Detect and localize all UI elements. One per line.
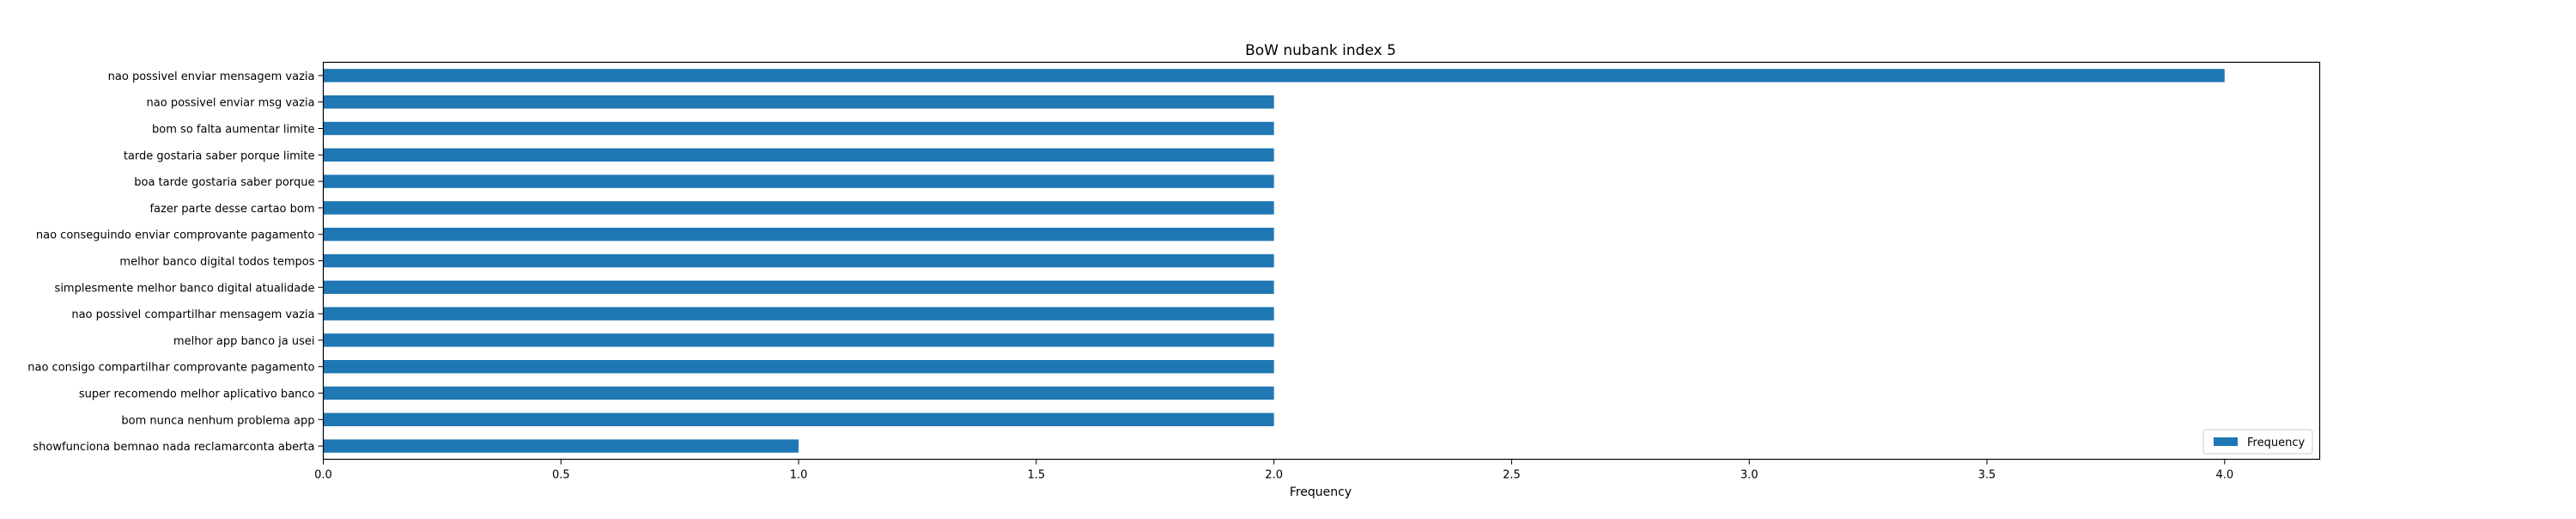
legend-swatch [2214, 437, 2238, 446]
x-tick-label: 4.0 [2215, 469, 2233, 482]
bar [323, 333, 1274, 347]
x-tick-label: 1.0 [790, 469, 808, 482]
y-tick-label: bom nunca nenhum problema app [121, 414, 314, 427]
y-tick-label: nao conseguindo enviar comprovante pagam… [36, 229, 315, 242]
y-tick-label: nao possivel enviar mensagem vazia [108, 70, 315, 83]
bar [323, 307, 1274, 321]
legend-box [2202, 429, 2313, 455]
y-tick-label: fazer parte desse cartao bom [149, 203, 314, 216]
plot-frame [322, 61, 2321, 461]
y-tick-label: super recomendo melhor aplicativo banco [79, 388, 315, 401]
y-tick-label: tarde gostaria saber porque limite [124, 150, 315, 162]
x-tick-label: 1.5 [1028, 469, 1046, 482]
x-tick-label: 0.5 [552, 469, 570, 482]
bar [323, 360, 1274, 374]
x-axis-ticks: 0.0 0.5 1.0 1.5 2.0 2.5 3.0 3.5 4.0 [314, 459, 2233, 482]
x-tick-label: 3.0 [1741, 469, 1759, 482]
y-tick-label: nao consigo compartilhar comprovante pag… [27, 362, 314, 375]
bar [323, 174, 1274, 188]
bar [323, 412, 1274, 426]
y-axis-ticks: nao possivel enviar mensagem vazia nao po… [27, 70, 324, 454]
bar [323, 280, 1274, 294]
y-tick-label: melhor banco digital todos tempos [119, 256, 314, 269]
bar [323, 69, 2225, 82]
legend: Frequency [2202, 429, 2313, 455]
y-tick-label: bom so falta aumentar limite [152, 124, 314, 137]
x-tick-label: 2.5 [1503, 469, 1521, 482]
bar [323, 386, 1274, 400]
y-tick-label: simplesmente melhor banco digital atuali… [55, 282, 315, 295]
x-tick-label: 2.0 [1265, 469, 1283, 482]
bar [323, 95, 1274, 109]
bar [323, 201, 1274, 215]
bar [323, 439, 799, 453]
legend-label: Frequency [2247, 437, 2305, 449]
chart-title: BoW nubank index 5 [1245, 42, 1396, 59]
y-tick-label: boa tarde gostaria saber porque [134, 176, 314, 189]
bar [323, 228, 1274, 241]
bar [323, 121, 1274, 136]
y-tick-label: nao possivel compartilhar mensagem vazia [71, 308, 314, 321]
bar [323, 253, 1274, 268]
x-axis-label: Frequency [1290, 485, 1352, 499]
x-tick-label: 3.5 [1978, 469, 1996, 482]
y-tick-label: melhor app banco ja usei [173, 335, 315, 348]
y-tick-label: showfunciona bemnao nada reclamarconta a… [33, 441, 314, 454]
bars-layer [323, 69, 2225, 453]
y-tick-label: nao possivel enviar msg vazia [147, 97, 315, 110]
bar [323, 148, 1274, 162]
x-tick-label: 0.0 [314, 469, 332, 482]
